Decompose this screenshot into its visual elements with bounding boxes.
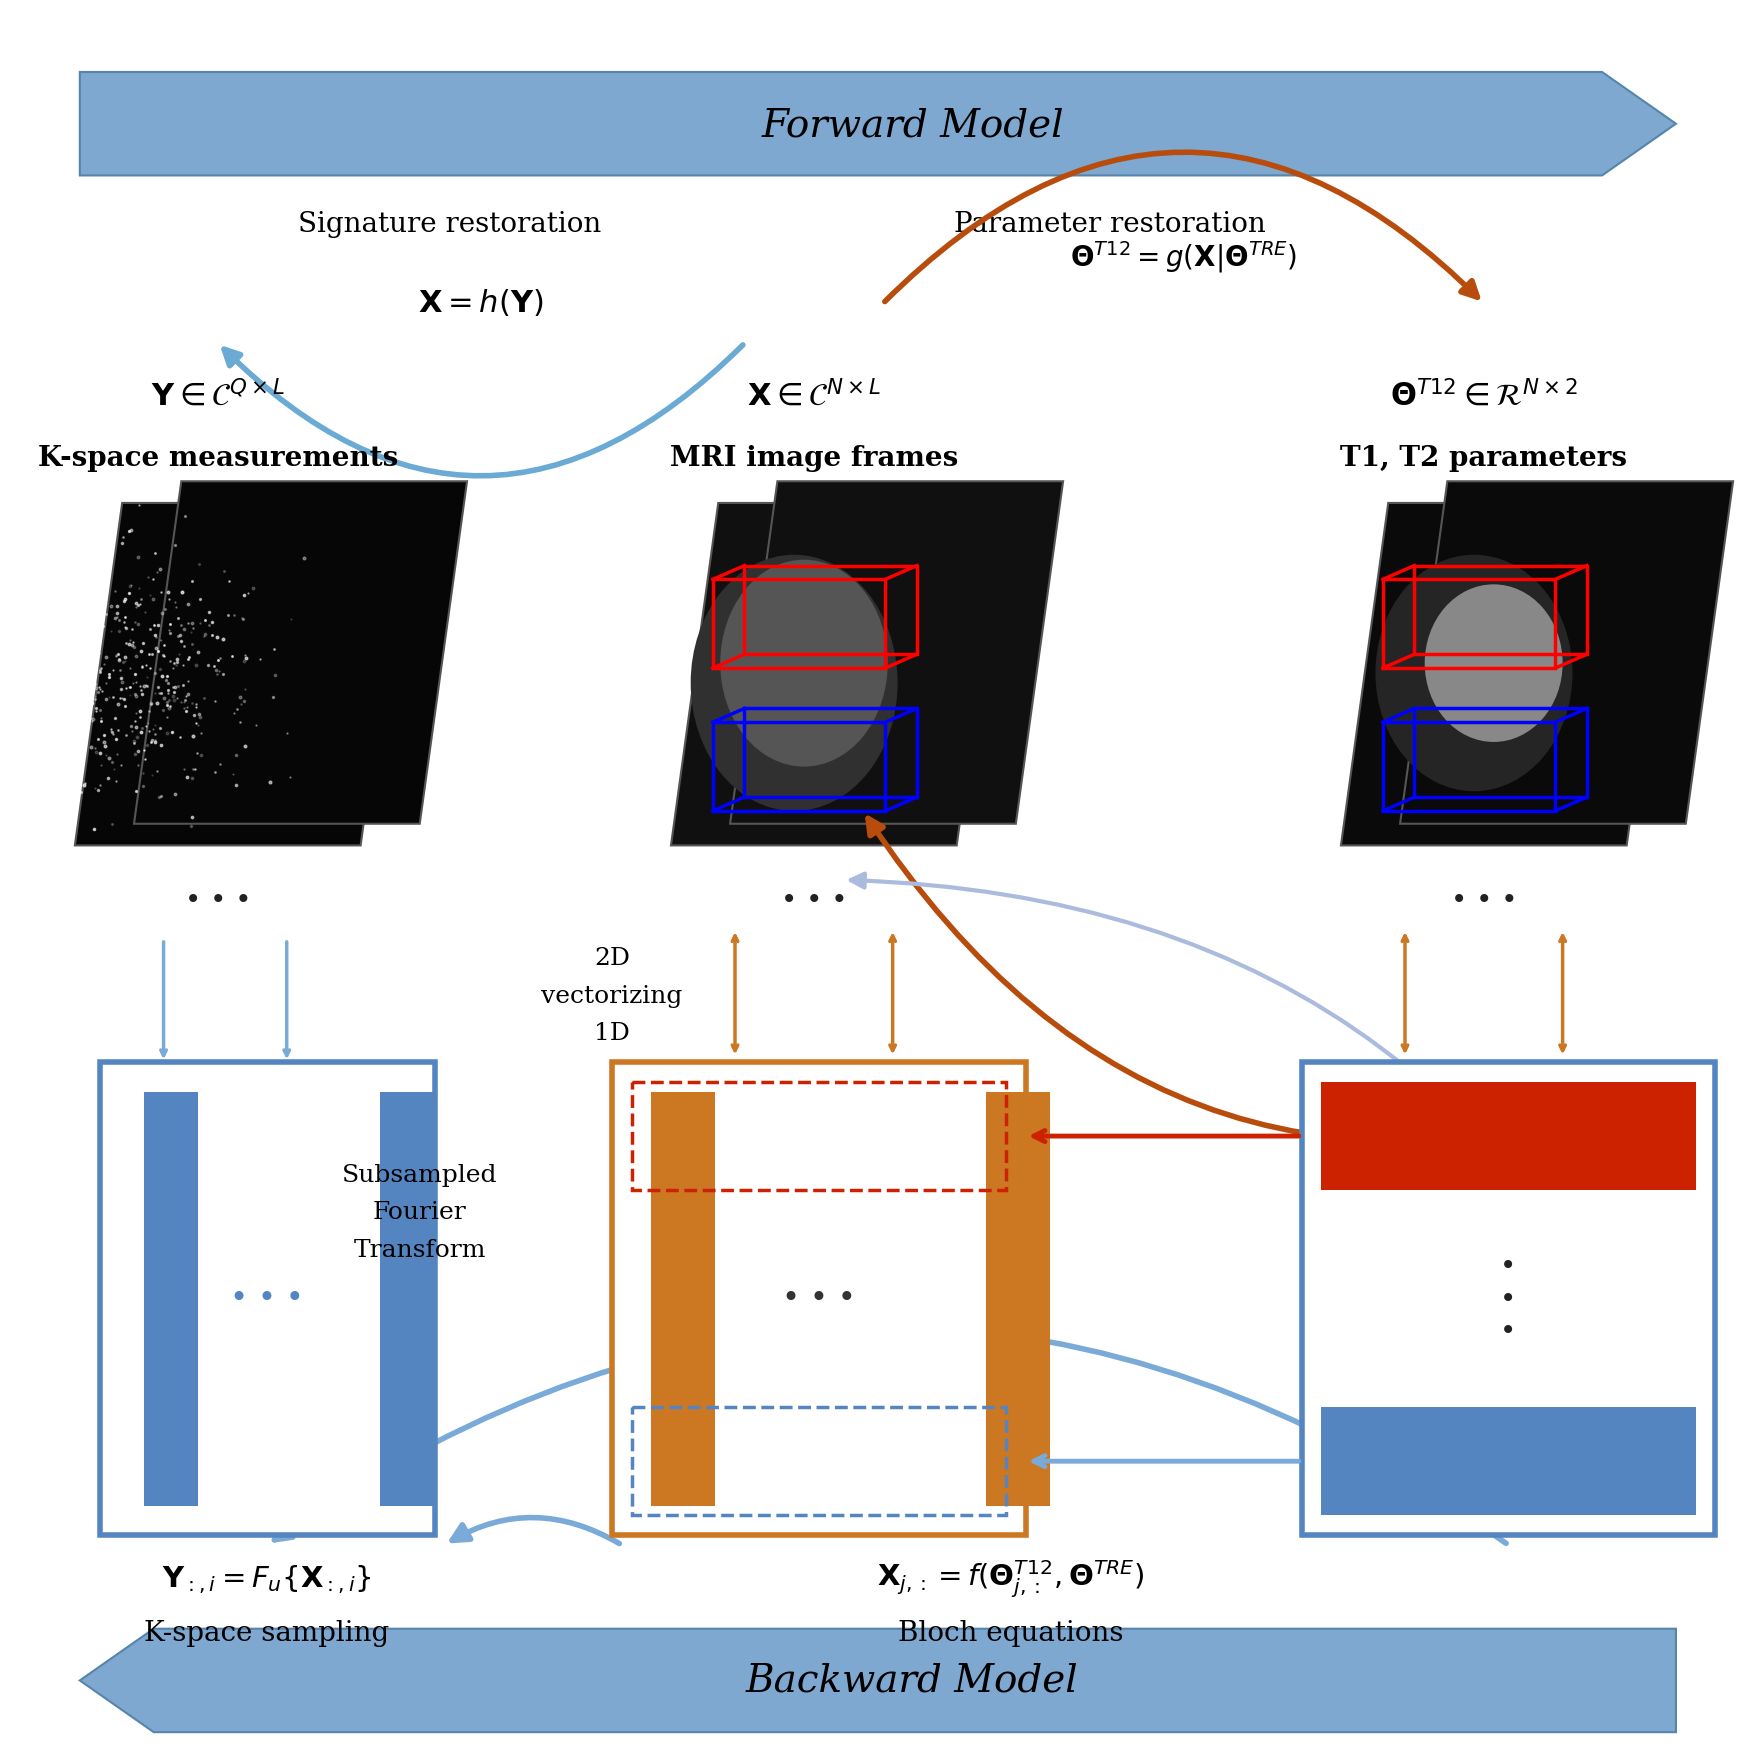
Polygon shape [80, 72, 1676, 175]
Text: vectorizing: vectorizing [541, 985, 682, 1008]
Bar [986, 1092, 1050, 1506]
Ellipse shape [720, 559, 887, 767]
Text: • • •: • • • [184, 886, 250, 914]
FancyArrowPatch shape [224, 344, 743, 475]
Bar [1322, 1081, 1696, 1190]
FancyArrowPatch shape [275, 1326, 1506, 1543]
Text: T1, T2 parameters: T1, T2 parameters [1341, 445, 1628, 472]
Polygon shape [80, 1628, 1676, 1733]
Text: Subsampled: Subsampled [343, 1164, 497, 1186]
FancyArrowPatch shape [868, 818, 1694, 1141]
Text: MRI image frames: MRI image frames [670, 445, 958, 472]
Text: Backward Model: Backward Model [746, 1663, 1078, 1700]
Bar [631, 1406, 1005, 1515]
Bar [99, 1062, 435, 1536]
Text: $\mathbf{\Theta}^{T12} \in \mathcal{R}^{N \times 2}$: $\mathbf{\Theta}^{T12} \in \mathcal{R}^{… [1389, 381, 1577, 414]
Polygon shape [75, 503, 409, 846]
Text: $\mathbf{Y} \in \mathcal{C}^{Q \times L}$: $\mathbf{Y} \in \mathcal{C}^{Q \times L}… [151, 381, 285, 414]
Text: K-space sampling: K-space sampling [144, 1619, 390, 1647]
Text: Fourier: Fourier [372, 1202, 466, 1225]
Text: $\mathbf{X} = h(\mathbf{Y})$: $\mathbf{X} = h(\mathbf{Y})$ [417, 288, 544, 320]
Bar [612, 1062, 1026, 1536]
Polygon shape [1400, 480, 1734, 825]
FancyArrowPatch shape [885, 152, 1478, 302]
Text: Parameter restoration: Parameter restoration [953, 211, 1266, 238]
Bar [1301, 1062, 1715, 1536]
Polygon shape [730, 480, 1063, 825]
Ellipse shape [1424, 583, 1563, 742]
Polygon shape [671, 503, 1003, 846]
Text: •
•
•: • • • [1501, 1253, 1516, 1345]
Ellipse shape [1376, 556, 1572, 791]
Text: K-space measurements: K-space measurements [38, 445, 398, 472]
Text: $\mathbf{X} \in \mathcal{C}^{N \times L}$: $\mathbf{X} \in \mathcal{C}^{N \times L}… [746, 381, 882, 414]
Text: • • •: • • • [1450, 886, 1516, 914]
Text: Transform: Transform [353, 1239, 485, 1261]
Text: Signature restoration: Signature restoration [297, 211, 602, 238]
Bar [652, 1092, 715, 1506]
Text: $\mathbf{X}_{j,:} = f(\mathbf{\Theta}^{T12}_{j,:}, \mathbf{\Theta}^{TRE})$: $\mathbf{X}_{j,:} = f(\mathbf{\Theta}^{T… [876, 1558, 1144, 1600]
Text: • • •: • • • [230, 1284, 304, 1314]
FancyArrowPatch shape [452, 1518, 619, 1544]
Ellipse shape [690, 556, 897, 811]
Text: Bloch equations: Bloch equations [897, 1619, 1123, 1647]
Bar [144, 1092, 198, 1506]
FancyArrowPatch shape [850, 874, 1696, 1513]
Text: Forward Model: Forward Model [762, 108, 1064, 145]
Bar [381, 1092, 435, 1506]
Text: 1D: 1D [595, 1022, 630, 1045]
Bar [631, 1081, 1005, 1190]
Text: $\mathbf{Y}_{:,i} = F_u\{\mathbf{X}_{:,i}\}$: $\mathbf{Y}_{:,i} = F_u\{\mathbf{X}_{:,i… [162, 1564, 372, 1595]
Text: • • •: • • • [781, 886, 847, 914]
Polygon shape [1341, 503, 1675, 846]
Text: • • •: • • • [783, 1284, 856, 1314]
Bar [1322, 1406, 1696, 1515]
Polygon shape [134, 480, 468, 825]
Text: $\mathbf{\Theta}^{T12} = g(\mathbf{X}|\mathbf{\Theta}^{TRE})$: $\mathbf{\Theta}^{T12} = g(\mathbf{X}|\m… [1069, 239, 1297, 276]
Text: 2D: 2D [593, 947, 630, 970]
